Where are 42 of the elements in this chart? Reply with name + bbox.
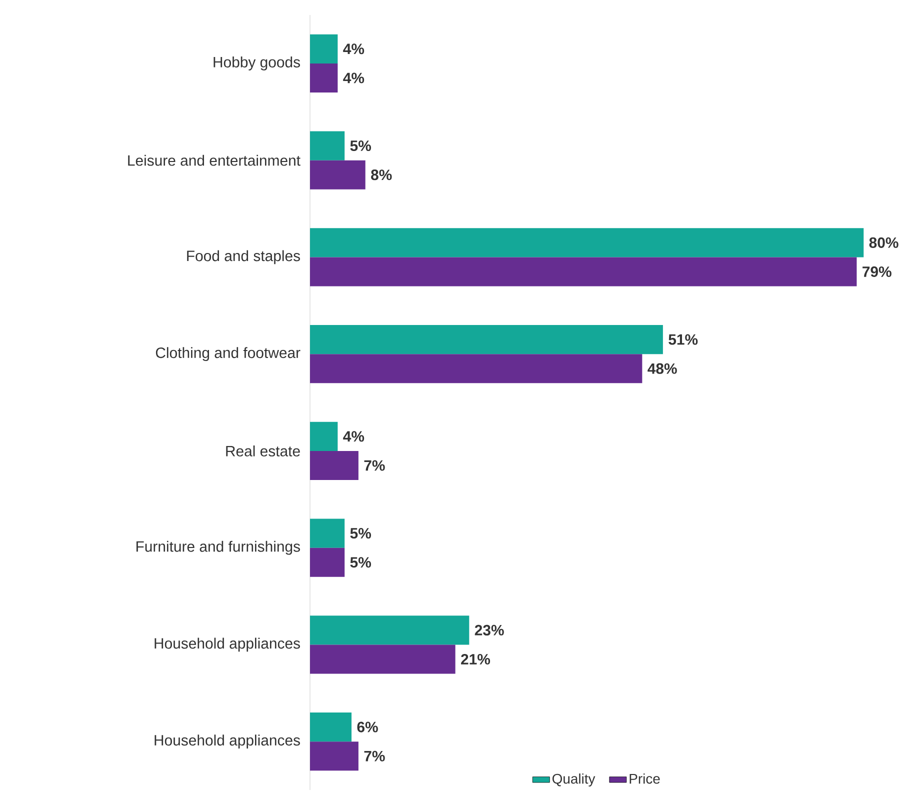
bar	[310, 548, 345, 577]
y-tick-label: Clothing and footwear	[156, 347, 300, 362]
data-label: 7%	[364, 460, 385, 471]
bar	[310, 257, 857, 286]
data-label: 4%	[343, 431, 364, 442]
data-label: 5%	[350, 528, 371, 539]
y-tick-label: Leisure and entertainment	[128, 154, 300, 166]
data-label: 7%	[364, 750, 385, 762]
data-label: 23%	[474, 624, 504, 636]
y-tick-label: Real estate	[226, 445, 300, 456]
legend-label: Price	[630, 773, 660, 784]
y-tick-label: Household appliances	[154, 638, 300, 652]
y-tick-label: Furniture and furnishings	[136, 540, 300, 555]
bar	[310, 644, 456, 674]
data-label: 4%	[343, 44, 364, 54]
data-label: 4%	[343, 72, 364, 84]
bar	[310, 616, 470, 645]
bar	[310, 325, 663, 354]
data-label: 48%	[648, 363, 677, 374]
bar	[310, 518, 345, 548]
data-label: 21%	[461, 654, 490, 664]
bar	[310, 354, 642, 384]
bar	[310, 742, 358, 771]
data-label: 5%	[350, 557, 371, 568]
bar	[310, 712, 352, 742]
bar	[310, 228, 864, 258]
bar	[310, 160, 366, 190]
data-label: 6%	[357, 722, 378, 732]
bar	[310, 422, 338, 451]
bar	[310, 34, 338, 64]
data-label: 8%	[371, 170, 392, 180]
y-tick-label: Hobby goods	[214, 56, 300, 70]
data-label: 5%	[350, 140, 371, 152]
y-tick-label: Household appliances	[154, 734, 300, 749]
legend-label: Quality	[552, 773, 596, 786]
bar	[310, 131, 345, 160]
data-label: 80%	[869, 237, 898, 248]
bar	[310, 450, 358, 480]
data-label: 79%	[862, 266, 892, 278]
data-label: 51%	[668, 334, 698, 345]
y-tick-label: Food and staples	[187, 250, 300, 264]
bar	[310, 63, 338, 92]
